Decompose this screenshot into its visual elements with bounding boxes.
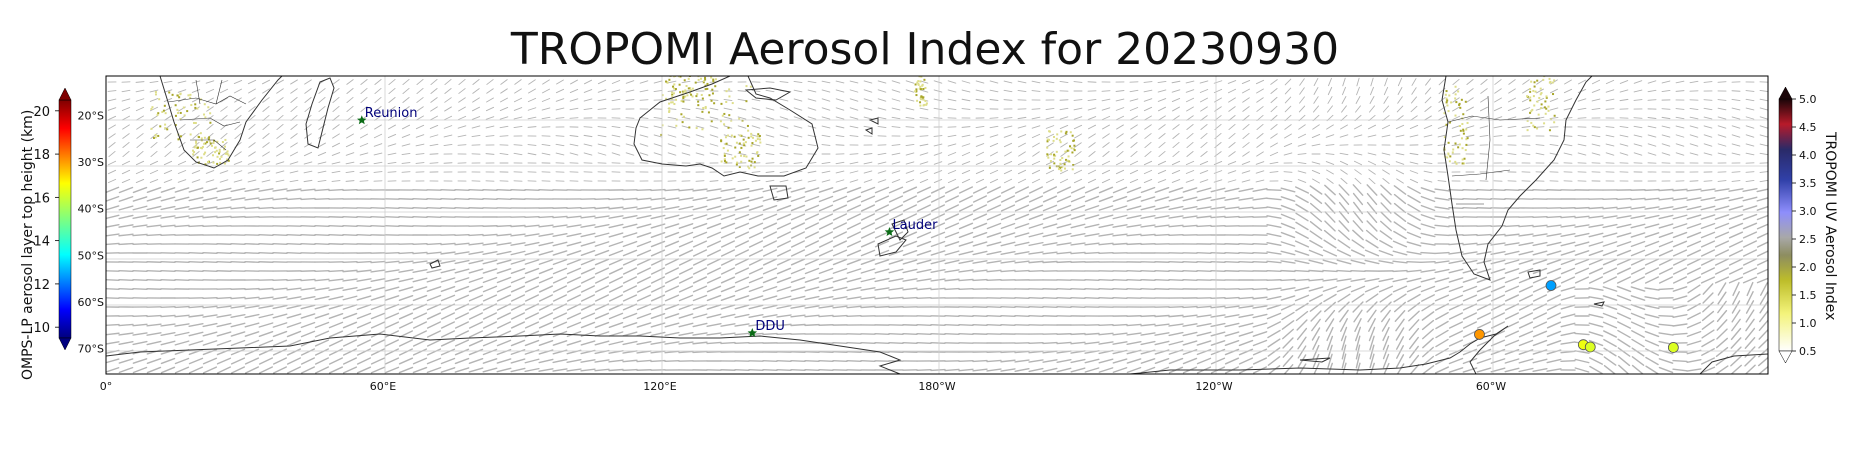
latitude-tick: 50°S — [78, 249, 104, 262]
new-zealand-north — [891, 219, 909, 241]
left-colorbar-tick: 10 — [33, 321, 50, 336]
omps-points — [1474, 280, 1679, 353]
latitude-tick: 20°S — [78, 110, 104, 123]
site-marker-ddu — [747, 328, 758, 338]
colorbar-extend-min — [1778, 350, 1793, 364]
left-colorbar-label: OMPS-LP aerosol layer top height (km) — [20, 109, 36, 380]
new-zealand-south — [877, 235, 907, 257]
australia-coast — [633, 76, 819, 177]
right-colorbar-tick: 5.0 — [1799, 93, 1817, 106]
right-colorbar-tick: 0.5 — [1799, 345, 1817, 358]
new-guinea-coast — [744, 87, 792, 101]
longitude-tick: 60°W — [1476, 380, 1506, 393]
small-islands — [429, 117, 879, 269]
left-colorbar-tick: 16 — [33, 191, 50, 206]
omps-point — [1545, 280, 1557, 291]
latitude-ticks: 20°S 30°S 40°S 50°S 60°S 70°S — [78, 110, 104, 356]
right-colorbar-tick: 2.0 — [1799, 261, 1817, 274]
site-marker-reunion — [357, 115, 367, 125]
omps-point — [1474, 329, 1485, 340]
map-border — [105, 75, 1769, 375]
site-label-reunion: Reunion — [365, 106, 418, 121]
madagascar-coast — [305, 77, 335, 149]
longitude-tick: 120°W — [1195, 380, 1232, 393]
africa-coast — [159, 76, 283, 169]
right-colorbar — [1778, 86, 1793, 364]
south-georgia — [1593, 301, 1605, 307]
colorbar-extend-max — [58, 87, 72, 101]
site-marker-lauder — [884, 227, 895, 236]
longitude-ticks: 0° 60°E 120°E 180°W 120°W 60°W — [100, 380, 1507, 393]
longitude-tick: 60°E — [370, 380, 396, 393]
right-colorbar-tick: 3.0 — [1799, 205, 1817, 218]
longitude-tick: 120°E — [643, 380, 676, 393]
omps-point — [1667, 342, 1679, 353]
site-label-lauder: Lauder — [892, 218, 938, 233]
left-colorbar-tick: 14 — [33, 235, 50, 250]
right-colorbar-ticks: 5.0 4.5 4.0 3.5 3.0 2.5 2.0 1.5 1.0 0.5 — [1792, 93, 1817, 358]
colorbar-extend-min — [58, 337, 72, 351]
longitude-tick: 0° — [100, 380, 113, 393]
coastlines — [106, 76, 1768, 374]
falklands — [1527, 269, 1541, 279]
right-colorbar-tick: 4.0 — [1799, 149, 1817, 162]
site-label-ddu: DDU — [755, 319, 785, 334]
measurement-sites: Reunion Lauder DDU — [357, 106, 938, 338]
left-colorbar — [58, 87, 72, 351]
south-america-borders — [1447, 95, 1541, 205]
right-colorbar-tick: 3.5 — [1799, 177, 1817, 190]
tasmania-coast — [769, 185, 789, 201]
right-colorbar-tick: 4.5 — [1799, 121, 1817, 134]
latitude-tick: 60°S — [78, 296, 104, 309]
chart-title: TROPOMI Aerosol Index for 20230930 — [510, 24, 1340, 75]
right-colorbar-tick: 1.5 — [1799, 289, 1817, 302]
longitude-tick: 180°W — [918, 380, 955, 393]
graticule — [106, 76, 1768, 374]
antarctica-coast — [106, 325, 1768, 374]
left-colorbar-tick: 12 — [33, 278, 50, 293]
right-colorbar-tick: 2.5 — [1799, 233, 1817, 246]
omps-point — [1584, 341, 1596, 353]
latitude-tick: 40°S — [78, 203, 104, 216]
south-america-coast — [1441, 76, 1593, 281]
aerosol-index-field — [150, 76, 1556, 172]
left-colorbar-tick: 18 — [33, 148, 50, 163]
left-colorbar-ticks: 20 18 16 14 12 10 — [33, 105, 59, 336]
latitude-tick: 70°S — [78, 342, 104, 355]
wind-vector-field — [106, 77, 1768, 374]
latitude-tick: 30°S — [78, 156, 104, 169]
colorbar-extend-max — [1778, 86, 1793, 100]
africa-borders — [167, 79, 247, 151]
right-colorbar-label: TROPOMI UV Aerosol Index — [1822, 132, 1838, 321]
left-colorbar-tick: 20 — [33, 105, 50, 120]
right-colorbar-tick: 1.0 — [1799, 317, 1817, 330]
